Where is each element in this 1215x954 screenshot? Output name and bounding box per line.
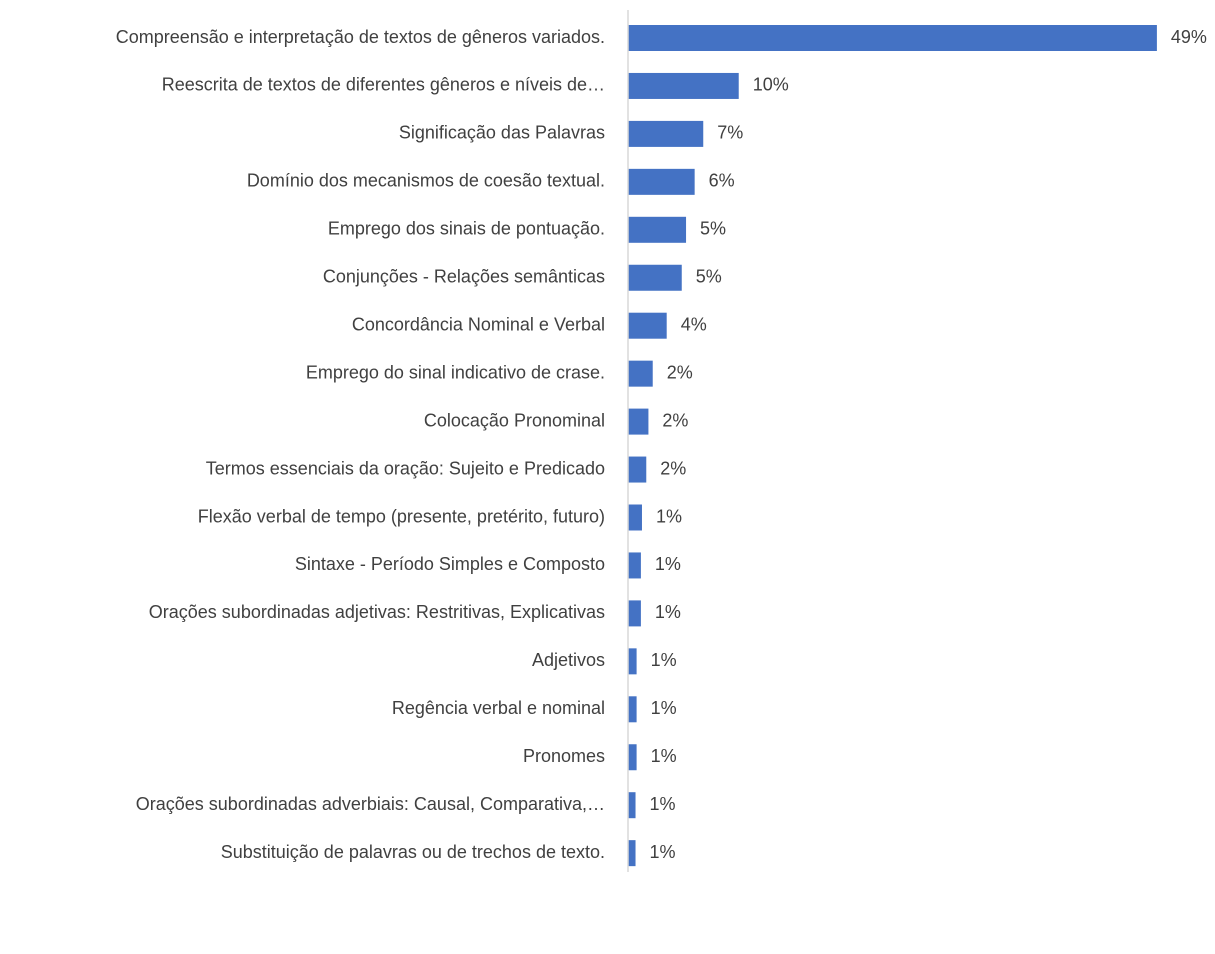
data-label: 49% <box>1171 27 1207 47</box>
data-label: 2% <box>662 410 688 430</box>
category-label: Orações subordinadas adjetivas: Restriti… <box>149 602 605 622</box>
data-label: 1% <box>656 506 682 526</box>
data-label: 1% <box>655 554 681 574</box>
data-label: 1% <box>651 746 677 766</box>
bar <box>628 312 667 339</box>
category-label: Orações subordinadas adverbiais: Causal,… <box>136 794 605 814</box>
data-label: 1% <box>655 602 681 622</box>
bar <box>628 792 636 819</box>
data-label: 5% <box>696 267 722 287</box>
bar <box>628 72 739 99</box>
data-label: 2% <box>667 362 693 382</box>
bar <box>628 25 1157 51</box>
category-label: Flexão verbal de tempo (presente, pretér… <box>198 506 605 526</box>
category-label: Domínio dos mecanismos de coesão textual… <box>247 171 605 191</box>
data-label: 2% <box>660 458 686 478</box>
bar <box>628 504 642 531</box>
bar <box>628 408 649 435</box>
category-label: Adjetivos <box>532 650 605 670</box>
bar <box>628 456 647 483</box>
category-label: Pronomes <box>523 746 605 766</box>
data-label: 1% <box>650 842 676 862</box>
data-label: 5% <box>700 219 726 239</box>
category-label: Emprego do sinal indicativo de crase. <box>306 362 605 382</box>
data-label: 1% <box>650 794 676 814</box>
data-label: 7% <box>717 123 743 143</box>
data-label: 10% <box>753 75 789 95</box>
bar <box>628 120 704 147</box>
data-label: 1% <box>651 698 677 718</box>
data-label: 1% <box>651 650 677 670</box>
bar <box>628 216 687 243</box>
bar <box>628 840 636 867</box>
category-label: Conjunções - Relações semânticas <box>323 267 605 287</box>
bar <box>628 360 653 387</box>
bar <box>628 264 682 291</box>
category-label: Colocação Pronominal <box>424 410 605 430</box>
category-label: Compreensão e interpretação de textos de… <box>116 27 605 47</box>
bar <box>628 696 637 723</box>
category-label: Termos essenciais da oração: Sujeito e P… <box>206 458 605 478</box>
category-label: Reescrita de textos de diferentes gênero… <box>162 75 605 95</box>
data-label: 4% <box>681 314 707 334</box>
category-label: Emprego dos sinais de pontuação. <box>328 219 605 239</box>
bar <box>628 600 641 627</box>
bar <box>628 168 695 195</box>
category-label: Regência verbal e nominal <box>392 698 605 718</box>
category-label: Sintaxe - Período Simples e Composto <box>295 554 605 574</box>
category-label: Concordância Nominal e Verbal <box>352 314 605 334</box>
data-label: 6% <box>709 171 735 191</box>
bar <box>628 552 641 579</box>
bar <box>628 744 637 771</box>
category-label: Substituição de palavras ou de trechos d… <box>221 842 605 862</box>
category-label: Significação das Palavras <box>399 123 605 143</box>
bar <box>628 648 637 675</box>
